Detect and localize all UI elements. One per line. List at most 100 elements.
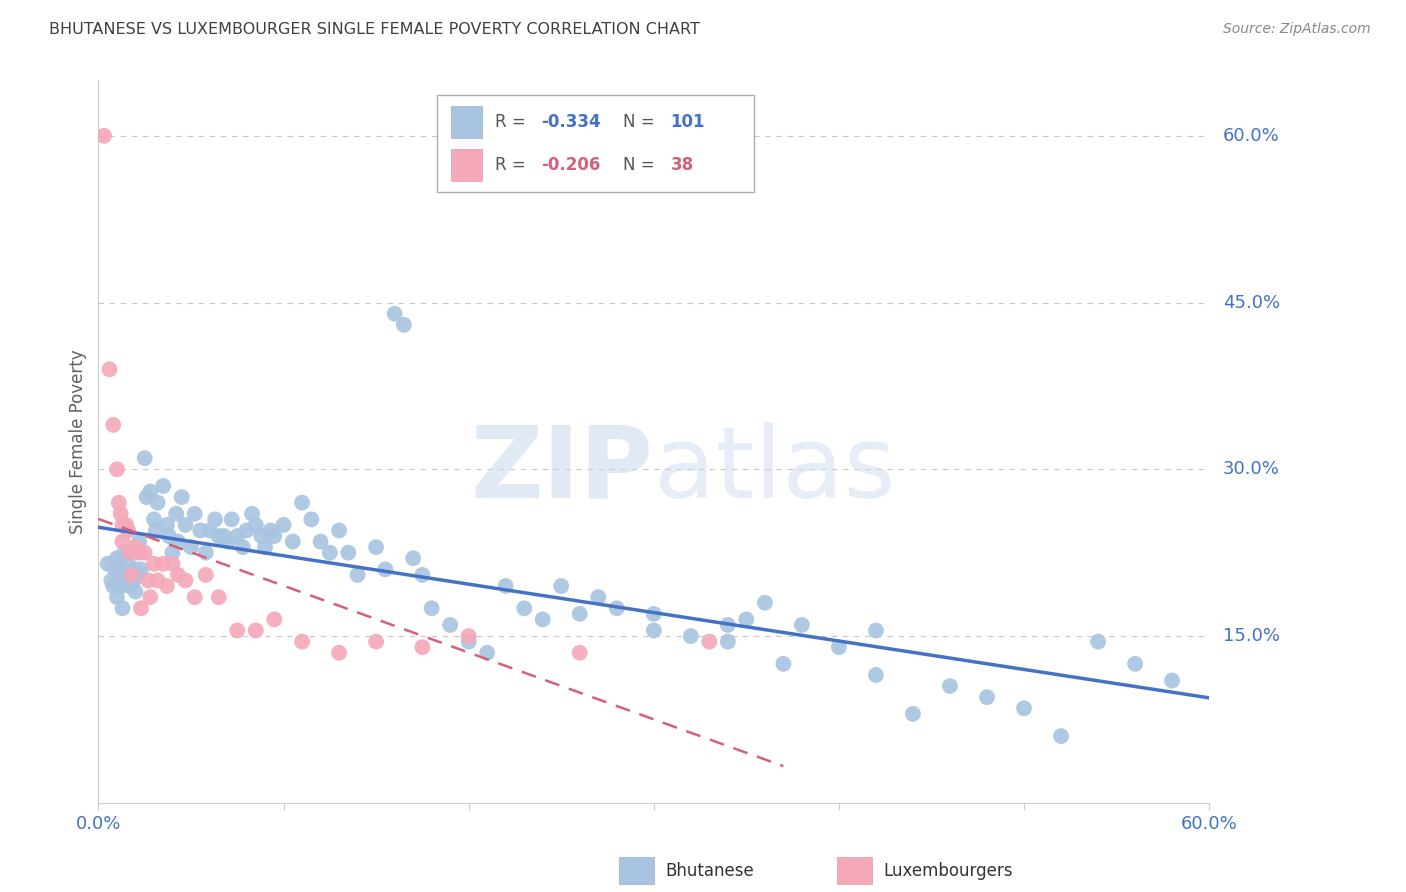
Point xyxy=(128,546,150,560)
Point xyxy=(98,362,121,376)
Point xyxy=(97,557,120,571)
Point xyxy=(263,612,285,626)
Point xyxy=(606,601,628,615)
Point xyxy=(291,496,314,510)
Point xyxy=(129,562,152,576)
Text: R =: R = xyxy=(495,156,531,174)
Point xyxy=(392,318,415,332)
Point xyxy=(226,624,249,638)
Point xyxy=(143,557,166,571)
Point xyxy=(588,590,610,604)
Point xyxy=(411,640,433,655)
Text: 60.0%: 60.0% xyxy=(1223,127,1279,145)
Point xyxy=(174,574,197,588)
Point xyxy=(457,634,479,648)
Point xyxy=(217,534,239,549)
Point xyxy=(115,517,138,532)
Point xyxy=(105,551,128,566)
Point xyxy=(235,524,257,538)
Point xyxy=(124,540,146,554)
Point xyxy=(1050,729,1073,743)
Text: Bhutanese: Bhutanese xyxy=(665,862,754,880)
Point xyxy=(1012,701,1035,715)
Point xyxy=(107,557,129,571)
Point xyxy=(273,517,295,532)
Point xyxy=(366,634,388,648)
Point xyxy=(138,574,160,588)
Point xyxy=(111,517,134,532)
Point xyxy=(253,540,276,554)
Point xyxy=(115,568,138,582)
Point xyxy=(735,612,758,626)
Point xyxy=(157,529,180,543)
Point xyxy=(162,546,184,560)
Point xyxy=(93,128,115,143)
Point xyxy=(1123,657,1146,671)
FancyBboxPatch shape xyxy=(437,95,754,193)
Point xyxy=(146,574,169,588)
Text: -0.206: -0.206 xyxy=(541,156,600,174)
Point xyxy=(198,524,221,538)
Point xyxy=(717,634,740,648)
Point xyxy=(128,534,150,549)
Point xyxy=(146,496,169,510)
Point xyxy=(183,507,205,521)
Text: 101: 101 xyxy=(671,113,704,131)
Point xyxy=(291,634,314,648)
Point xyxy=(111,601,134,615)
Point xyxy=(411,568,433,582)
Point xyxy=(127,568,149,582)
Point xyxy=(143,512,166,526)
Point xyxy=(226,529,249,543)
Point xyxy=(167,568,190,582)
Point xyxy=(531,612,554,626)
Text: Source: ZipAtlas.com: Source: ZipAtlas.com xyxy=(1223,22,1371,37)
Point xyxy=(122,574,145,588)
Point xyxy=(208,590,231,604)
Point xyxy=(328,646,350,660)
Point xyxy=(374,562,396,576)
Point xyxy=(139,590,162,604)
Point xyxy=(152,479,174,493)
Point xyxy=(124,562,146,576)
Point xyxy=(259,524,281,538)
Point xyxy=(420,601,443,615)
Text: 45.0%: 45.0% xyxy=(1223,293,1281,311)
Point xyxy=(319,546,342,560)
Text: -0.334: -0.334 xyxy=(541,113,602,131)
Point xyxy=(513,601,536,615)
Point xyxy=(568,646,591,660)
Point xyxy=(754,596,776,610)
Point xyxy=(828,640,851,655)
Point xyxy=(156,517,179,532)
Point xyxy=(1087,634,1109,648)
Point xyxy=(124,584,146,599)
Point xyxy=(901,706,924,721)
Point xyxy=(568,607,591,621)
Point xyxy=(939,679,962,693)
Point xyxy=(309,534,332,549)
Point xyxy=(232,540,254,554)
Point xyxy=(152,557,174,571)
Point xyxy=(105,462,128,476)
Point xyxy=(643,624,665,638)
Point xyxy=(103,579,125,593)
Point xyxy=(402,551,425,566)
Point xyxy=(105,590,128,604)
Point xyxy=(643,607,665,621)
Point xyxy=(183,590,205,604)
Point xyxy=(135,490,157,504)
Point xyxy=(384,307,406,321)
Point xyxy=(299,512,322,526)
Point xyxy=(214,529,236,543)
Text: ZIP: ZIP xyxy=(471,422,654,519)
Point xyxy=(170,490,193,504)
Point xyxy=(475,646,499,660)
Point xyxy=(118,579,141,593)
Point xyxy=(134,546,156,560)
Point xyxy=(117,524,139,538)
Point xyxy=(495,579,517,593)
Point xyxy=(1161,673,1184,688)
Text: 30.0%: 30.0% xyxy=(1223,460,1279,478)
Point xyxy=(772,657,794,671)
